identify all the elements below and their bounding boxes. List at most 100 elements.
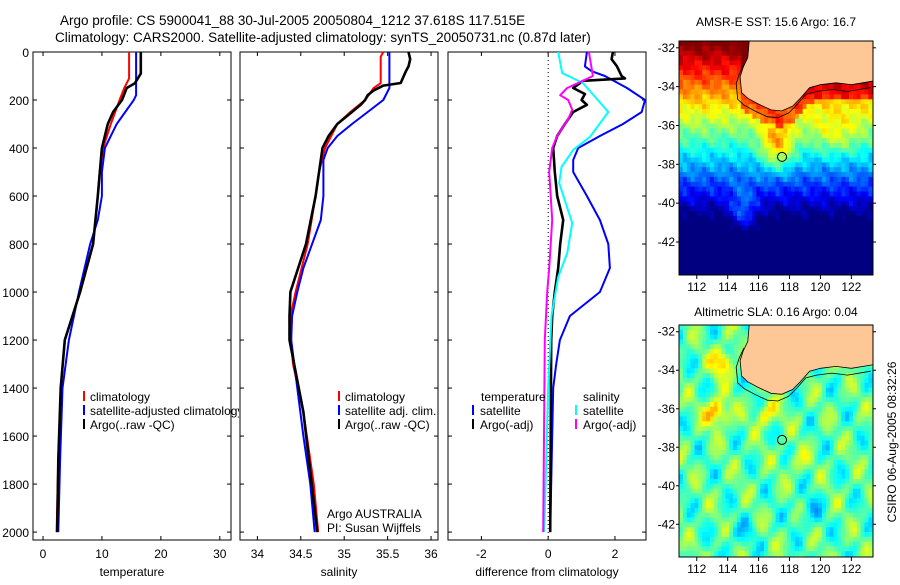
field-cell [687,465,692,470]
field-cell [718,522,723,527]
field-cell [807,417,812,422]
field-cell [722,94,727,100]
field-cell [679,187,684,193]
field-cell [691,508,696,513]
field-cell [679,344,684,349]
field-cell [687,172,692,178]
field-cell [810,542,815,547]
field-cell [787,537,792,542]
field-cell [698,56,703,62]
field-cell [822,99,827,105]
x-tick-label: 0 [545,547,552,561]
field-cell [718,128,723,134]
field-cell [698,148,703,154]
field-cell [729,240,734,246]
field-cell [795,436,800,441]
field-cell [741,537,746,542]
field-cell [807,383,812,388]
field-cell [729,216,734,222]
field-cell [795,441,800,446]
field-cell [691,167,696,173]
field-cell [830,264,835,270]
field-cell [679,94,684,100]
field-cell [702,226,707,232]
field-cell [722,104,727,110]
field-cell [783,465,788,470]
field-cell [807,167,812,173]
field-cell [841,114,846,120]
field-cell [783,260,788,266]
field-cell [810,383,815,388]
field-cell [787,527,792,532]
field-cell [776,551,781,556]
field-cell [752,240,757,246]
field-cell [729,503,734,508]
field-cell [795,546,800,551]
field-cell [830,513,835,518]
field-cell [799,484,804,489]
field-cell [679,46,684,52]
field-cell [691,172,696,178]
field-cell [691,513,696,518]
field-cell [776,522,781,527]
field-cell [853,392,858,397]
field-cell [830,532,835,537]
field-cell [691,51,696,57]
field-cell [830,450,835,455]
field-cell [810,158,815,164]
field-cell [795,187,800,193]
field-cell [787,484,792,489]
field-cell [733,167,738,173]
field-cell [818,450,823,455]
field-cell [710,133,715,139]
field-cell [741,162,746,168]
field-cell [702,465,707,470]
field-cell [756,484,761,489]
field-cell [841,109,846,115]
field-cell [679,124,684,130]
field-cell [722,80,727,86]
field-cell [741,450,746,455]
field-cell [752,250,757,256]
field-cell [687,250,692,256]
y-tick-label: 1400 [2,382,29,396]
field-cell [772,158,777,164]
field-cell [810,551,815,556]
field-cell [865,90,870,96]
field-cell [745,148,750,154]
field-cell [841,431,846,436]
field-cell [830,172,835,178]
field-cell [729,402,734,407]
field-cell [799,508,804,513]
field-cell [830,431,835,436]
field-cell [756,551,761,556]
field-cell [741,474,746,479]
field-cell [702,417,707,422]
field-cell [710,354,715,359]
field-cell [756,240,761,246]
field-cell [861,162,866,168]
field-cell [853,397,858,402]
field-cell [776,128,781,134]
field-cell [710,407,715,412]
field-cell [837,417,842,422]
field-cell [745,522,750,527]
field-cell [729,51,734,57]
field-cell [837,172,842,178]
field-cell [752,412,757,417]
field-cell [822,143,827,149]
field-cell [679,498,684,503]
field-cell [810,479,815,484]
figure-title-line1: Argo profile: CS 5900041_88 30-Jul-2005 … [60,13,525,28]
field-cell [849,143,854,149]
field-cell [733,402,738,407]
field-cell [822,513,827,518]
field-cell [783,226,788,232]
field-cell [822,474,827,479]
field-cell [745,441,750,446]
field-cell [810,465,815,470]
field-cell [799,269,804,275]
field-cell [787,431,792,436]
field-cell [764,527,769,532]
field-cell [810,402,815,407]
